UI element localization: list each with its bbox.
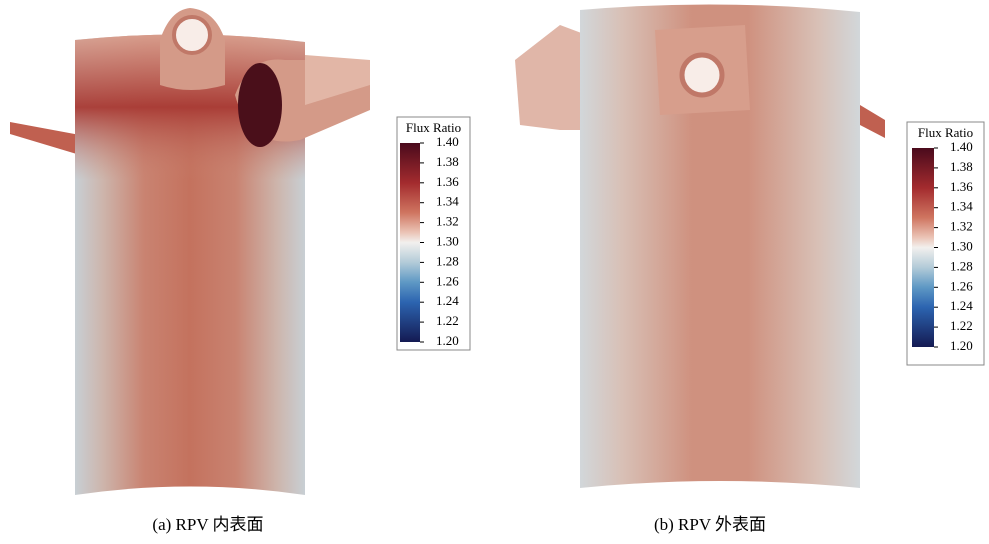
colorbar-tick-label: 1.38 — [950, 159, 973, 174]
colorbar-tick-label: 1.26 — [950, 278, 973, 293]
colorbar-tick-label: 1.28 — [436, 253, 459, 268]
colorbar-tick-label: 1.24 — [436, 293, 459, 308]
colorbar-tick-label: 1.22 — [950, 318, 973, 333]
colorbar-tick-label: 1.40 — [950, 139, 973, 154]
colorbar-tick-label: 1.30 — [436, 233, 459, 248]
figure: Flux Ratio1.401.381.361.341.321.301.281.… — [0, 0, 989, 544]
colorbar-tick-label: 1.36 — [436, 174, 459, 189]
colorbar-tick-label: 1.36 — [950, 179, 973, 194]
colorbar-tick-label: 1.32 — [436, 214, 459, 229]
colorbar-tick-label: 1.26 — [436, 273, 459, 288]
colorbar-tick-label: 1.34 — [950, 199, 973, 214]
colorbar-tick-label: 1.20 — [436, 333, 459, 348]
colorbar-tick-label: 1.22 — [436, 313, 459, 328]
colorbar-title: Flux Ratio — [918, 125, 973, 140]
colorbar-tick-label: 1.32 — [950, 219, 973, 234]
colorbar-tick-label: 1.30 — [950, 238, 973, 253]
colorbar-tick-label: 1.20 — [950, 338, 973, 353]
panel-b-render — [515, 4, 885, 488]
colorbar-tick-label: 1.34 — [436, 194, 459, 209]
caption: (b) RPV 外表面 — [654, 515, 766, 534]
panel-a-render — [10, 8, 370, 495]
colorbar-tick-label: 1.24 — [950, 298, 973, 313]
colorbar — [400, 143, 420, 342]
colorbar-tick-label: 1.40 — [436, 134, 459, 149]
colorbar-title: Flux Ratio — [406, 120, 461, 135]
caption: (a) RPV 内表面 — [152, 515, 263, 534]
colorbar — [912, 148, 934, 347]
colorbar-tick-label: 1.38 — [436, 154, 459, 169]
colorbar-tick-label: 1.28 — [950, 258, 973, 273]
